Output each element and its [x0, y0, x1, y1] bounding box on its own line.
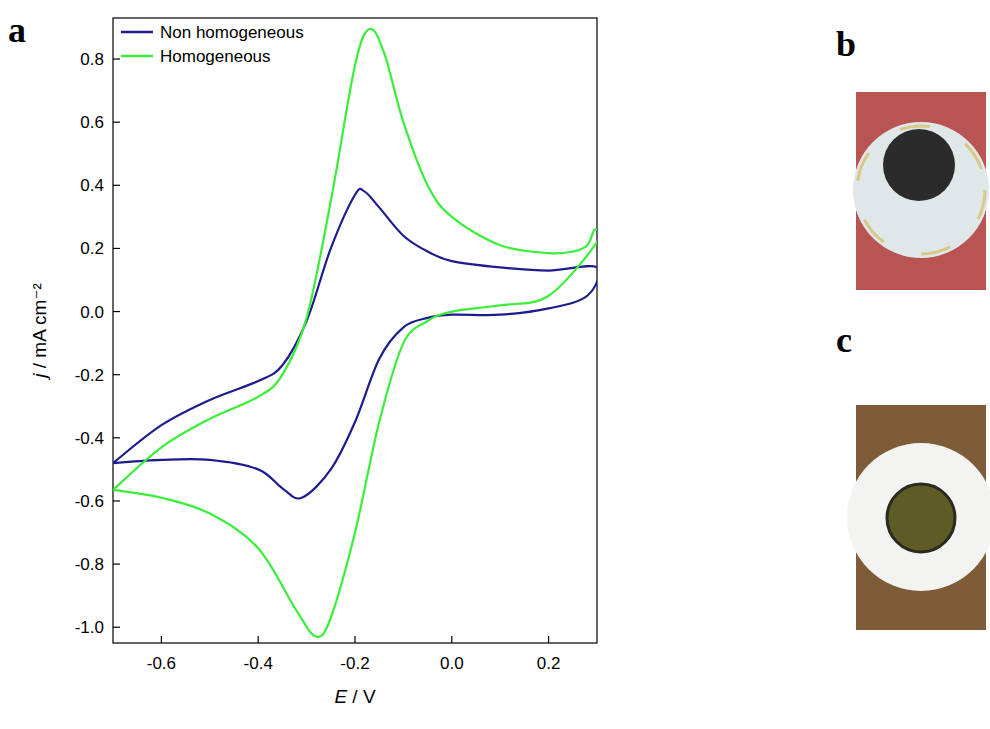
x-tick-label: -0.6 [147, 654, 176, 673]
axis-title-symbol: E [334, 686, 347, 707]
legend-label: Non homogeneous [160, 23, 304, 42]
panel-letter: a [8, 10, 26, 50]
photo-b-residue [857, 126, 985, 254]
legend-swatch [121, 55, 153, 58]
axis-title-unit: / V [347, 686, 376, 707]
photo-b-holder [853, 122, 989, 258]
legend-swatch [121, 31, 153, 34]
y-tick-label: 0.0 [80, 303, 104, 322]
x-tick-label: 0.2 [537, 654, 561, 673]
cv-curve [113, 189, 597, 499]
y-tick-label: 0.8 [80, 50, 104, 69]
y-tick [113, 122, 120, 123]
y-tick [113, 374, 120, 375]
x-axis-title: E / V [334, 686, 376, 707]
y-tick-label: 0.2 [80, 239, 104, 258]
y-tick-label: -0.2 [75, 366, 104, 385]
axis-title-unit: / mA cm⁻² [29, 283, 50, 373]
x-tick [354, 636, 355, 643]
x-tick-label: -0.2 [340, 654, 369, 673]
cv-curve [113, 29, 597, 637]
y-tick [113, 563, 120, 564]
y-tick [113, 311, 120, 312]
panel-letter: b [836, 24, 856, 64]
y-axis-title: j / mA cm⁻² [29, 283, 50, 380]
x-tick-label: 0.0 [440, 654, 464, 673]
y-tick [113, 248, 120, 249]
x-tick [161, 636, 162, 643]
x-tick-label: -0.4 [244, 654, 273, 673]
legend-label: Homogeneous [160, 47, 271, 66]
plot-frame [113, 18, 597, 643]
y-tick-label: 0.4 [80, 176, 104, 195]
photo-c-electrode [887, 484, 955, 552]
y-tick-label: -0.6 [75, 492, 104, 511]
y-tick-label: -0.8 [75, 555, 104, 574]
plot-area [113, 29, 597, 637]
y-tick [113, 58, 120, 59]
y-tick-label: -0.4 [75, 429, 104, 448]
figure: -0.6 -0.4 -0.2 0.0 0.2 -1.0 -0.8 -0.6 -0.4 -0.2 0.… [0, 0, 990, 729]
y-tick-label: 0.6 [80, 113, 104, 132]
x-tick [548, 636, 549, 643]
y-tick [113, 500, 120, 501]
panel-letter: c [836, 320, 852, 360]
y-tick [113, 627, 120, 628]
y-tick-label: -1.0 [75, 618, 104, 637]
x-tick [451, 636, 452, 643]
y-tick [113, 185, 120, 186]
photo-b-electrode [883, 129, 955, 201]
y-tick [113, 437, 120, 438]
photo-c-holder [847, 443, 990, 591]
x-tick [258, 636, 259, 643]
